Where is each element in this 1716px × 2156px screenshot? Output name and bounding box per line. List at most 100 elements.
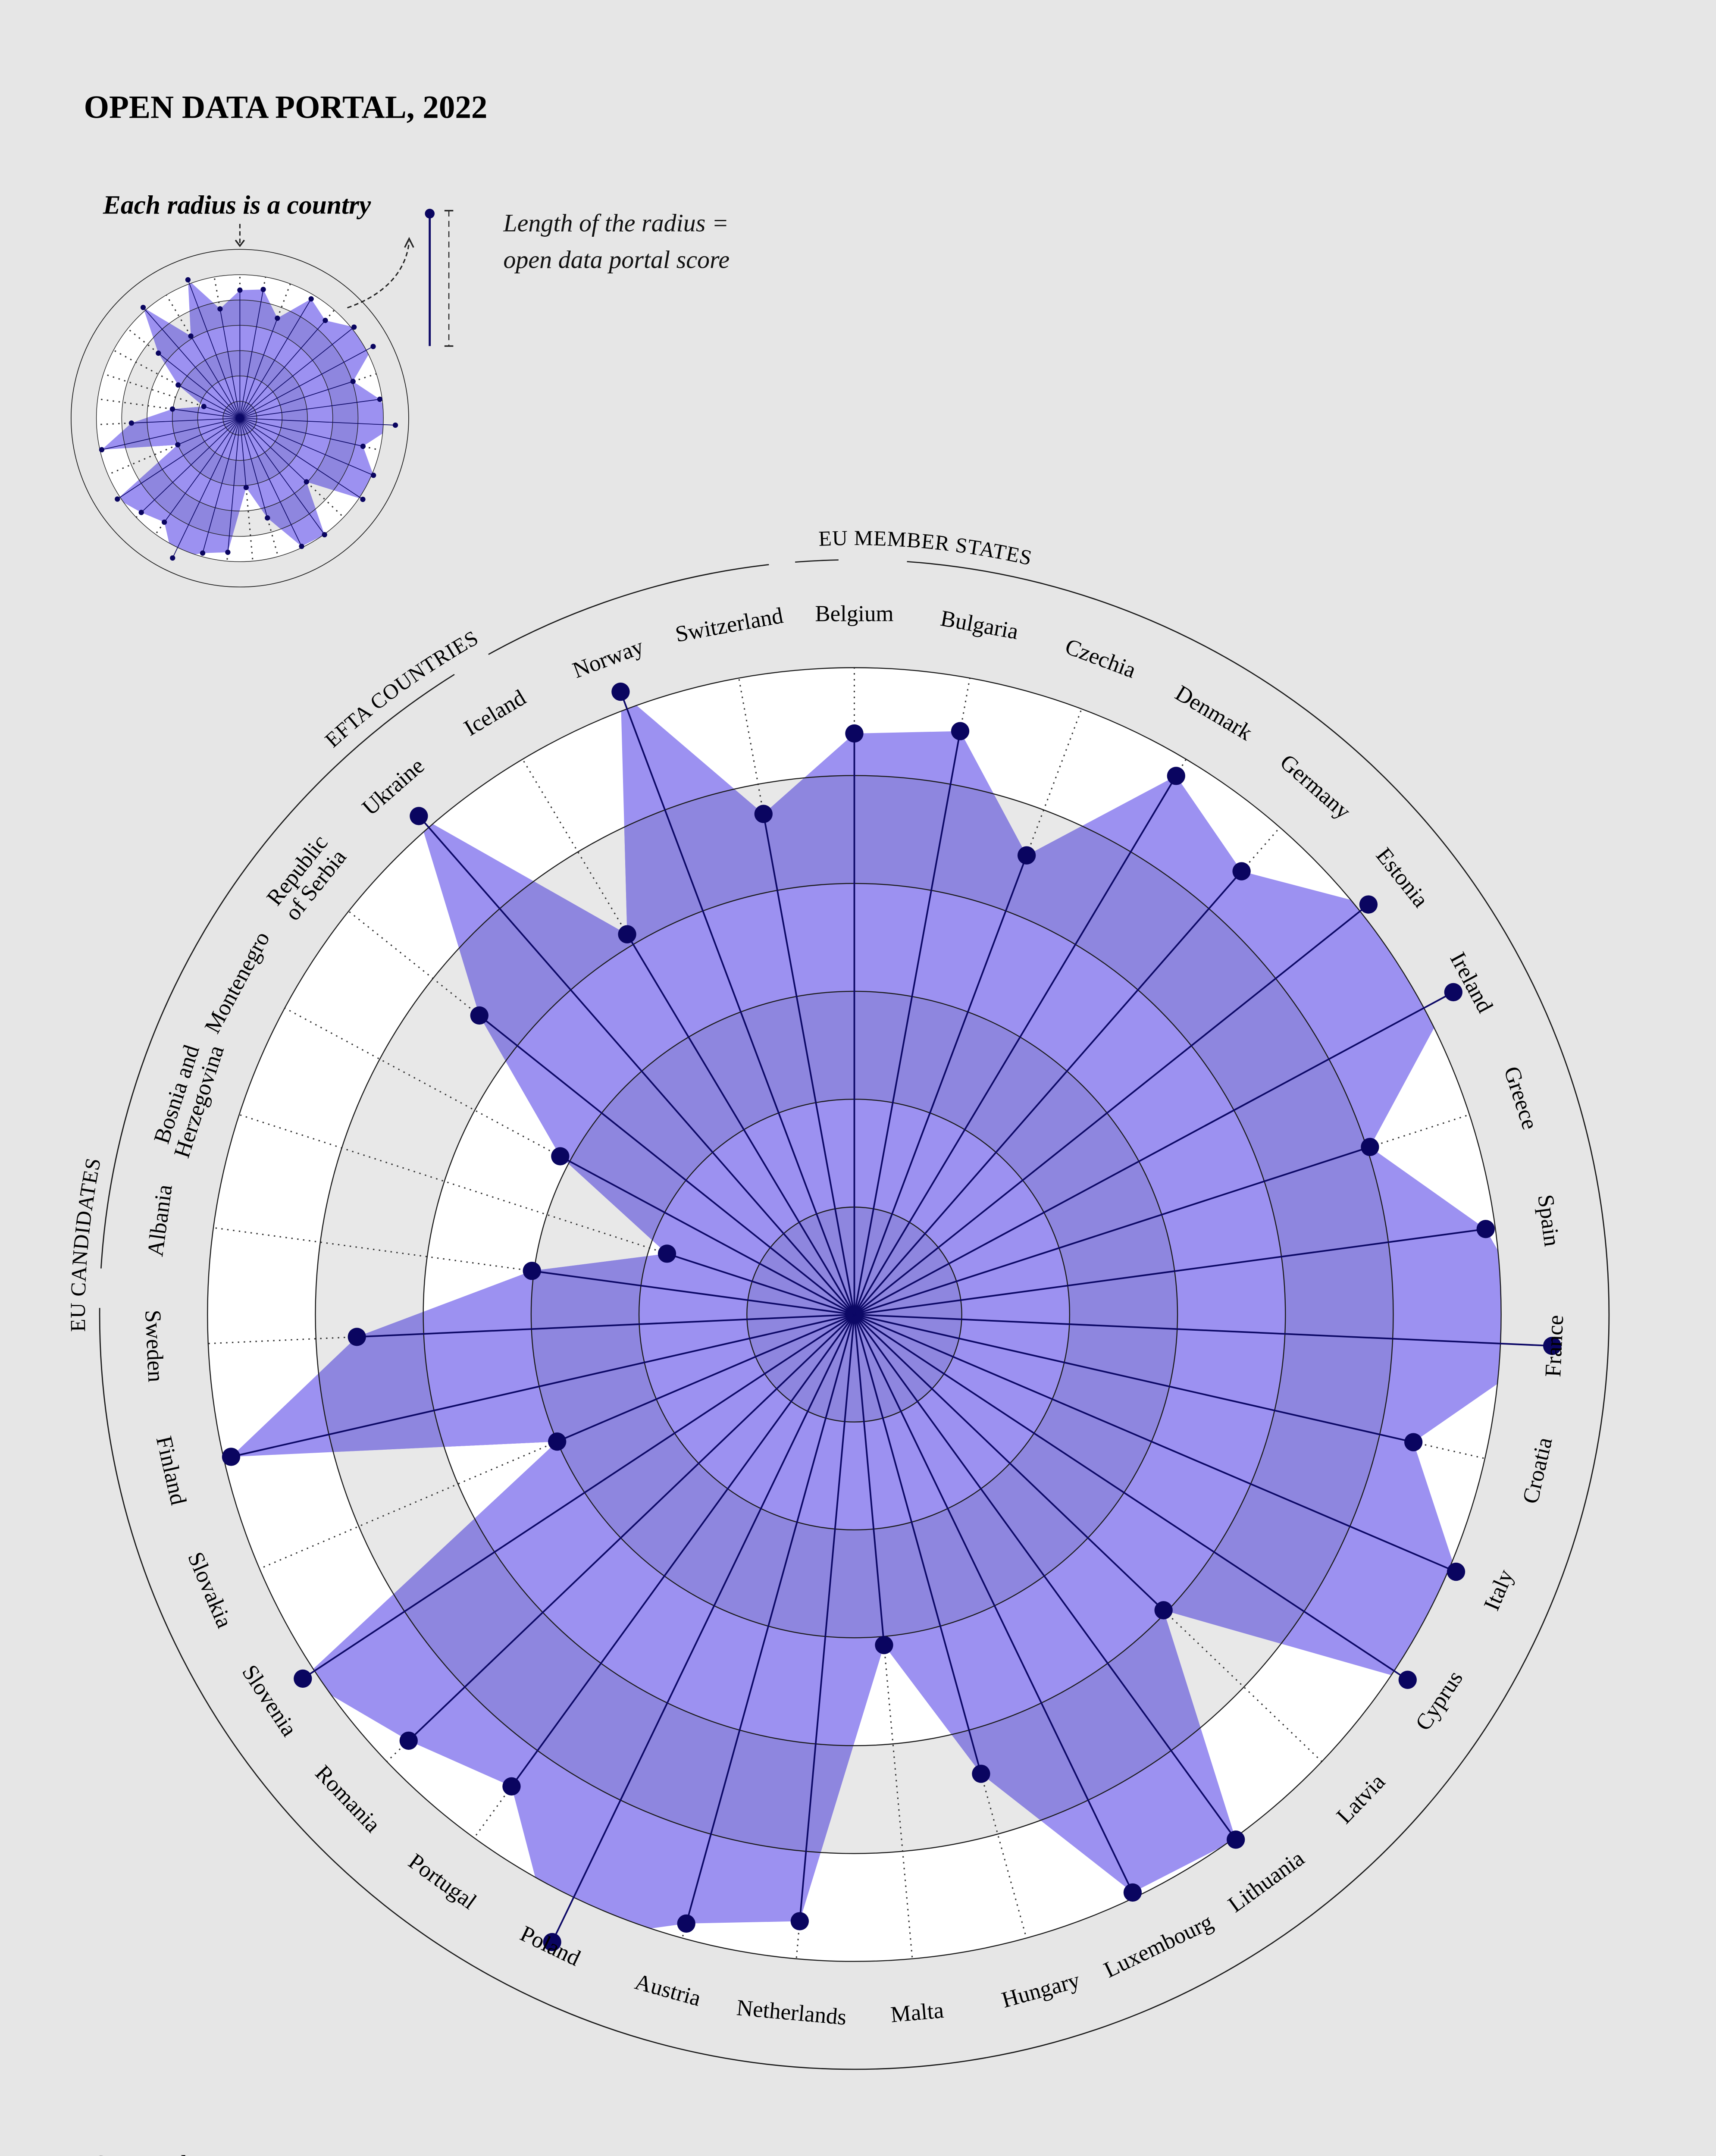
data-point-malta <box>243 485 249 490</box>
data-point-iceland <box>618 925 636 943</box>
spoke-italy <box>854 1313 1456 1573</box>
source-note: Source: data.europa.eu <box>93 2150 320 2156</box>
data-point-albania <box>169 406 175 412</box>
country-label-belgium: Belgium <box>815 601 893 626</box>
label-guide-line <box>1026 708 1083 856</box>
spoke-spain <box>854 1228 1486 1316</box>
label-guide-line <box>166 295 191 337</box>
data-point-cyprus <box>360 496 366 502</box>
data-point-cyprus <box>1398 1670 1417 1689</box>
data-point-hungary <box>972 1764 990 1783</box>
data-point-iceland <box>188 333 194 339</box>
spoke-denmark <box>853 775 1177 1315</box>
grid-ring <box>207 667 1502 1962</box>
spoke-romania <box>141 418 240 513</box>
spoke-greece <box>240 381 353 419</box>
group-arc-efta <box>488 564 769 655</box>
spoke-cyprus <box>854 1313 1408 1681</box>
label-guide-line <box>239 1114 667 1254</box>
spoke-ireland <box>854 991 1454 1316</box>
data-point-bosnia-and-herzegovina <box>201 404 207 409</box>
spoke-republic-of-serbia <box>158 353 240 419</box>
country-label-line: Malta <box>889 1998 945 2028</box>
legend-length-line2: open data portal score <box>503 246 730 274</box>
spoke-republic-of-serbia <box>479 1015 855 1316</box>
data-point-spain <box>377 396 383 402</box>
legend-radius-dot <box>425 209 435 219</box>
data-point-montenegro <box>551 1147 570 1166</box>
spoke-sweden <box>131 417 240 423</box>
spoke-spain <box>240 399 380 419</box>
spoke-poland <box>172 418 241 558</box>
grid-ring <box>96 274 384 562</box>
label-guide-line <box>353 373 377 382</box>
spoke-montenegro <box>178 385 240 419</box>
spoke-finland <box>231 1313 855 1458</box>
data-point-luxembourg <box>1123 1883 1142 1902</box>
country-label-sweden: Sweden <box>140 1310 168 1383</box>
data-point-netherlands <box>790 1912 809 1930</box>
source-label: Source <box>93 2150 161 2156</box>
data-point-ukraine <box>410 807 428 825</box>
data-point-denmark <box>308 296 314 302</box>
spoke-slovenia <box>302 1313 855 1680</box>
mini-outer-ring <box>71 249 409 588</box>
data-point-poland <box>170 555 175 561</box>
label-guide-line <box>263 277 266 290</box>
legend-graphics <box>235 209 454 347</box>
country-label-france: France <box>1541 1314 1568 1377</box>
spoke-italy <box>240 418 374 476</box>
spoke-cyprus <box>239 418 363 500</box>
spoke-slovenia <box>117 418 240 500</box>
data-point-norway <box>611 683 630 701</box>
data-point-austria <box>200 550 206 556</box>
spoke-hungary <box>853 1314 982 1774</box>
spoke-denmark <box>239 298 312 419</box>
spoke-norway <box>620 691 855 1315</box>
data-point-malta <box>875 1636 893 1655</box>
data-point-montenegro <box>175 382 181 388</box>
data-point-italy <box>371 473 376 478</box>
spoke-ukraine <box>418 815 855 1315</box>
data-point-sweden <box>128 420 134 426</box>
data-point-bulgaria <box>260 287 266 292</box>
spoke-estonia <box>239 326 354 419</box>
data-point-greece <box>1361 1138 1379 1156</box>
spoke-malta <box>853 1314 885 1645</box>
data-point-republic-of-serbia <box>470 1006 488 1025</box>
spoke-poland <box>551 1314 855 1943</box>
data-point-romania <box>399 1731 418 1750</box>
spoke-sweden <box>357 1313 855 1338</box>
spoke-malta <box>239 418 247 488</box>
data-point-lithuania <box>322 532 327 538</box>
data-point-finland <box>222 1448 241 1466</box>
country-label-malta: Malta <box>889 1998 945 2028</box>
spoke-austria <box>202 418 241 553</box>
data-point-portugal <box>502 1777 521 1796</box>
spoke-croatia <box>240 417 363 447</box>
group-arc-eu-member-states-start <box>795 559 839 563</box>
spoke-slovakia <box>557 1313 855 1442</box>
label-guide-line <box>208 1336 357 1344</box>
spoke-lithuania <box>853 1314 1237 1840</box>
data-point-finland <box>99 447 105 453</box>
data-point-luxembourg <box>299 543 304 549</box>
legend-each-radius-text: Each radius is a country <box>103 190 371 219</box>
data-point-czechia <box>275 315 280 321</box>
spoke-germany <box>854 871 1243 1315</box>
spoke-ukraine <box>143 307 241 419</box>
spoke-switzerland <box>219 309 241 418</box>
spoke-bulgaria <box>239 289 264 418</box>
label-guide-line <box>266 517 279 557</box>
data-point-ireland <box>370 344 376 349</box>
spoke-montenegro <box>560 1155 855 1316</box>
spoke-greece <box>854 1146 1370 1316</box>
data-point-croatia <box>360 443 366 449</box>
data-point-bosnia-and-herzegovina <box>658 1244 676 1263</box>
label-guide-line <box>245 487 254 561</box>
spoke-latvia <box>239 418 307 483</box>
data-point-hungary <box>265 515 270 521</box>
country-label-line: Sweden <box>140 1310 168 1383</box>
data-point-poland <box>543 1933 561 1952</box>
label-guide-line <box>1413 1442 1485 1459</box>
